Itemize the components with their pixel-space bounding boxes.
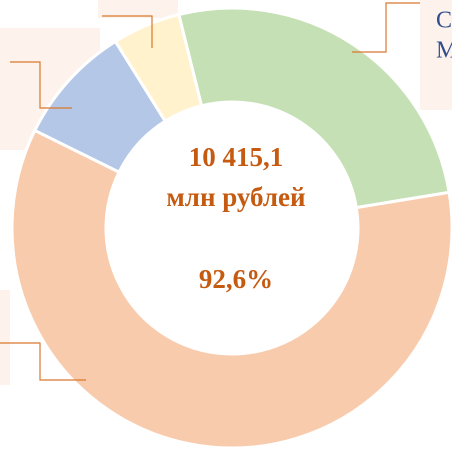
annotation: М — [436, 38, 452, 64]
donut — [10, 6, 452, 450]
center-share: 92,6% — [199, 264, 273, 294]
callout-box — [0, 290, 10, 385]
center-value: 10 415,1 — [189, 142, 284, 172]
donut-segment — [10, 128, 452, 450]
leader-line — [102, 15, 153, 48]
leader-line — [352, 2, 420, 53]
annotation: С — [436, 8, 452, 34]
callout-box — [98, 0, 178, 18]
donut-segment — [176, 6, 451, 210]
leader-line — [0, 342, 86, 381]
leader-line — [10, 61, 72, 109]
callout-box — [420, 0, 452, 110]
donut-segment — [113, 12, 204, 124]
center-unit: млн рублей — [166, 182, 305, 212]
